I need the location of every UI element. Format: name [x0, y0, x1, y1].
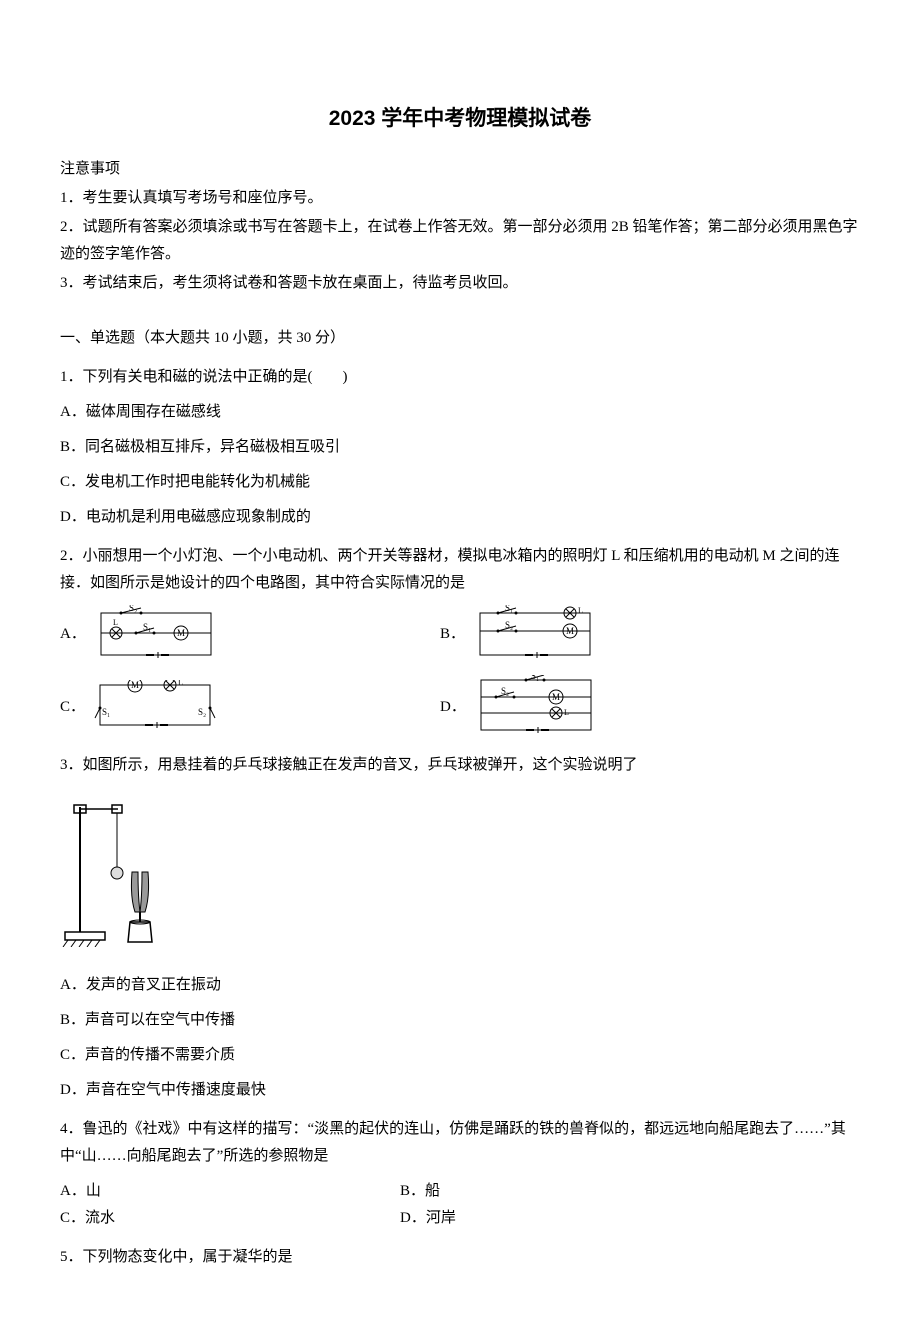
q4-row-cd: C．流水 D．河岸 [60, 1205, 860, 1232]
q1-text: 1．下列有关电和磁的说法中正确的是( ) [60, 364, 860, 391]
q4-opt-c: C．流水 [60, 1205, 400, 1232]
q2-row-cd: C． M L S₁ S₂ [60, 675, 860, 740]
q2-group-d: D． S₁ S₂ M L [440, 675, 820, 740]
q2-group-c: C． M L S₁ S₂ [60, 680, 440, 735]
q4-opt-d: D．河岸 [400, 1205, 456, 1232]
q1-opt-b: B．同名磁极相互排斥，异名磁极相互吸引 [60, 434, 860, 461]
q1-opt-d: D．电动机是利用电磁感应现象制成的 [60, 504, 860, 531]
q3-opt-c: C．声音的传播不需要介质 [60, 1042, 860, 1069]
q5-text: 5．下列物态变化中，属于凝华的是 [60, 1244, 860, 1271]
svg-text:M: M [552, 692, 560, 702]
q2-row-ab: A． S₂ L S₁ M [60, 605, 860, 665]
circuit-diagram-d-icon: S₁ S₂ M L [471, 675, 601, 740]
question-1: 1．下列有关电和磁的说法中正确的是( ) A．磁体周围存在磁感线 B．同名磁极相… [60, 364, 860, 531]
q2-label-b: B． [440, 621, 465, 648]
svg-text:M: M [566, 626, 574, 636]
svg-text:L: L [564, 708, 569, 717]
q2-label-c: C． [60, 694, 85, 721]
svg-text:L: L [178, 680, 183, 687]
q4-text: 4．鲁迅的《社戏》中有这样的描写：“淡黑的起伏的连山，仿佛是踊跃的铁的兽脊似的，… [60, 1116, 860, 1170]
notice-item-2: 2．试题所有答案必须填涂或书写在答题卡上，在试卷上作答无效。第一部分必须用 2B… [60, 214, 860, 268]
q2-label-d: D． [440, 694, 466, 721]
notice-item-3: 3．考试结束后，考生须将试卷和答题卡放在桌面上，待监考员收回。 [60, 270, 860, 297]
q2-group-a: A． S₂ L S₁ M [60, 605, 440, 665]
svg-text:S₂: S₂ [198, 707, 206, 717]
q1-opt-a: A．磁体周围存在磁感线 [60, 399, 860, 426]
q4-row-ab: A．山 B．船 [60, 1178, 860, 1205]
question-5: 5．下列物态变化中，属于凝华的是 [60, 1244, 860, 1271]
circuit-diagram-c-icon: M L S₁ S₂ [90, 680, 220, 735]
section-1-header: 一、单选题（本大题共 10 小题，共 30 分） [60, 325, 860, 352]
q4-opt-a: A．山 [60, 1178, 400, 1205]
exam-title: 2023 学年中考物理模拟试卷 [60, 100, 860, 138]
q4-opt-b: B．船 [400, 1178, 440, 1205]
q1-opt-c: C．发电机工作时把电能转化为机械能 [60, 469, 860, 496]
svg-text:L: L [578, 606, 583, 615]
q3-opt-a: A．发声的音叉正在振动 [60, 972, 860, 999]
q3-opt-d: D．声音在空气中传播速度最快 [60, 1077, 860, 1104]
q3-opt-b: B．声音可以在空气中传播 [60, 1007, 860, 1034]
circuit-diagram-b-icon: S₁ L S₂ M [470, 605, 600, 665]
q2-group-b: B． S₁ L S₂ M [440, 605, 820, 665]
question-4: 4．鲁迅的《社戏》中有这样的描写：“淡黑的起伏的连山，仿佛是踊跃的铁的兽脊似的，… [60, 1116, 860, 1232]
q3-text: 3．如图所示，用悬挂着的乒乓球接触正在发声的音叉，乒乓球被弹开，这个实验说明了 [60, 752, 860, 779]
question-2: 2．小丽想用一个小灯泡、一个小电动机、两个开关等器材，模拟电冰箱内的照明灯 L … [60, 543, 860, 740]
svg-text:L: L [113, 618, 118, 627]
tuning-fork-diagram-icon [60, 797, 180, 947]
svg-text:M: M [177, 628, 185, 638]
circuit-diagram-a-icon: S₂ L S₁ M [91, 605, 221, 665]
question-3: 3．如图所示，用悬挂着的乒乓球接触正在发声的音叉，乒乓球被弹开，这个实验说明了 … [60, 752, 860, 1104]
notice-item-1: 1．考生要认真填写考场号和座位序号。 [60, 185, 860, 212]
svg-text:M: M [131, 680, 139, 690]
q2-label-a: A． [60, 621, 86, 648]
q2-text: 2．小丽想用一个小灯泡、一个小电动机、两个开关等器材，模拟电冰箱内的照明灯 L … [60, 543, 860, 597]
svg-text:S₁: S₁ [102, 707, 110, 717]
notice-header: 注意事项 [60, 156, 860, 183]
